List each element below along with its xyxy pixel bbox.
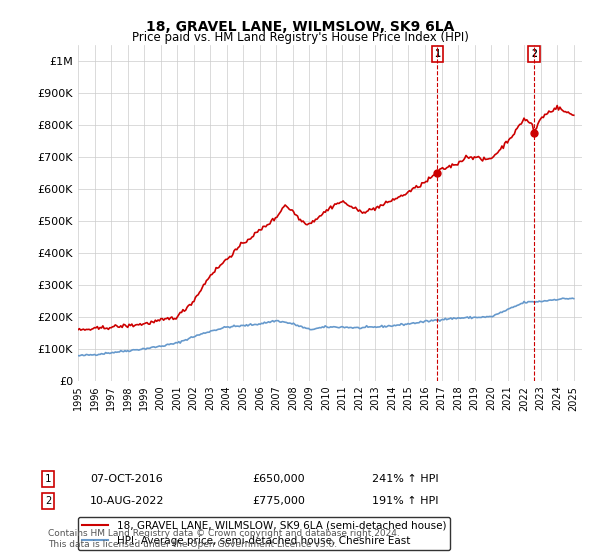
Text: £775,000: £775,000 [252, 496, 305, 506]
Text: 10-AUG-2022: 10-AUG-2022 [90, 496, 164, 506]
Text: Contains HM Land Registry data © Crown copyright and database right 2024.
This d: Contains HM Land Registry data © Crown c… [48, 529, 400, 549]
Text: 18, GRAVEL LANE, WILMSLOW, SK9 6LA: 18, GRAVEL LANE, WILMSLOW, SK9 6LA [146, 20, 454, 34]
Text: 2: 2 [45, 496, 51, 506]
Text: Price paid vs. HM Land Registry's House Price Index (HPI): Price paid vs. HM Land Registry's House … [131, 31, 469, 44]
Text: 1: 1 [45, 474, 51, 484]
Text: £650,000: £650,000 [252, 474, 305, 484]
Text: 241% ↑ HPI: 241% ↑ HPI [372, 474, 439, 484]
Text: 07-OCT-2016: 07-OCT-2016 [90, 474, 163, 484]
Text: 191% ↑ HPI: 191% ↑ HPI [372, 496, 439, 506]
Legend: 18, GRAVEL LANE, WILMSLOW, SK9 6LA (semi-detached house), HPI: Average price, se: 18, GRAVEL LANE, WILMSLOW, SK9 6LA (semi… [78, 517, 451, 550]
Text: 1: 1 [434, 49, 440, 59]
Text: 2: 2 [531, 49, 537, 59]
